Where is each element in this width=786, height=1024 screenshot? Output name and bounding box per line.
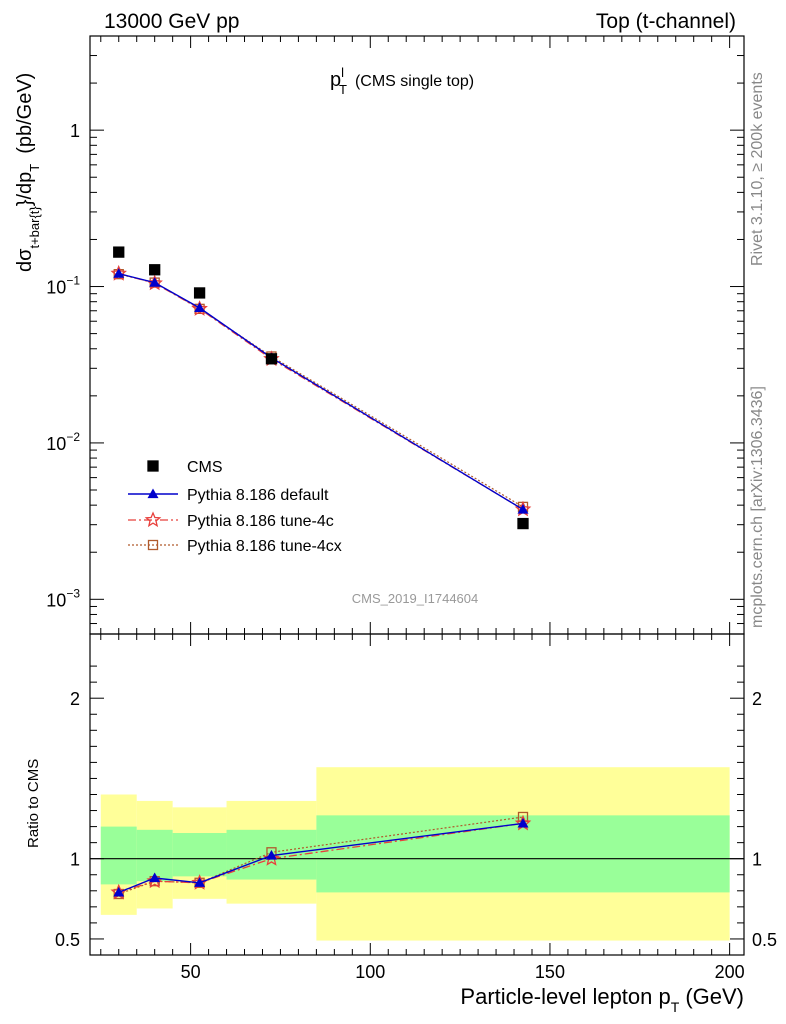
- header-left: 13000 GeV pp: [104, 10, 239, 33]
- legend-label-default: Pythia 8.186 default: [187, 487, 329, 504]
- ratio-y-tick-label-right: 1: [752, 850, 762, 870]
- main-y-tick-label: 10−1: [46, 274, 80, 298]
- ratio-band-inner: [316, 815, 730, 893]
- ratio-y-tick-label-right: 0.5: [752, 930, 777, 950]
- data-point-star: [144, 511, 162, 528]
- series-line-tune4cx: [118, 273, 524, 508]
- data-point-triangle: [149, 277, 161, 287]
- y-label-sub: t+bar{t}: [27, 206, 42, 249]
- main-title-sub: T: [339, 82, 347, 97]
- ratio-y-tick-label-right: 2: [752, 689, 762, 709]
- series-line-tune4c: [118, 272, 524, 510]
- series-line-default: [118, 272, 524, 511]
- data-point-triangle: [517, 504, 529, 514]
- main-series: [110, 246, 532, 530]
- legend: CMS Pythia 8.186 default Pythia 8.186 tune…: [128, 459, 342, 555]
- x-label-unit: (GeV): [685, 984, 744, 1009]
- main-title: pl T (CMS single top): [330, 65, 474, 97]
- data-point-square: [193, 287, 206, 299]
- mcplots-label: mcplots.cern.ch [arXiv:1306.3436]: [749, 386, 766, 628]
- x-tick-label: 200: [715, 962, 745, 982]
- axis-ticks: 50 100 150 200 1 10−1 10−2 10−3 0.5 0.5 1 1 2 2: [46, 35, 777, 982]
- data-point-star: [263, 849, 280, 866]
- data-point-square: [147, 460, 159, 472]
- header-right: Top (t-channel): [596, 10, 736, 33]
- data-point-square: [113, 246, 125, 258]
- main-y-tick-label: 10−2: [46, 430, 80, 454]
- data-point-open-square: [147, 539, 159, 551]
- main-y-tick-label: 1: [70, 121, 80, 141]
- data-point-square: [265, 353, 278, 365]
- x-tick-label: 50: [181, 962, 201, 982]
- ratio-uncertainty-bands: [100, 767, 730, 941]
- legend-label-tune4c: Pythia 8.186 tune-4c: [187, 513, 334, 530]
- y-label-unit: (pb/GeV): [14, 73, 36, 154]
- x-tick-label: 150: [535, 962, 565, 982]
- data-point-triangle: [113, 268, 125, 278]
- main-title-sup: l: [341, 65, 344, 80]
- x-tick-label: 100: [355, 962, 385, 982]
- ratio-band-inner: [172, 833, 227, 877]
- data-point-triangle: [265, 849, 277, 860]
- legend-label-tune4cx: Pythia 8.186 tune-4cx: [187, 538, 342, 555]
- y-label-mid: }/dp: [14, 172, 36, 206]
- data-point-triangle: [149, 872, 161, 883]
- x-label-sub: T: [671, 999, 680, 1015]
- main-title-rest: (CMS single top): [355, 73, 474, 90]
- ratio-y-tick-label-left: 0.5: [55, 930, 80, 950]
- ratio-series: [110, 811, 532, 900]
- x-label-main: Particle-level lepton p: [460, 984, 670, 1009]
- rivet-label: Rivet 3.1.10, ≥ 200k events: [749, 72, 766, 266]
- ratio-y-tick-label-left: 1: [70, 850, 80, 870]
- analysis-tag: CMS_2019_I1744604: [352, 591, 479, 606]
- main-y-axis-label: dσt+bar{t}}/dpT (pb/GeV): [14, 73, 42, 272]
- y-label-sub2: T: [27, 164, 42, 172]
- data-point-triangle: [194, 302, 206, 313]
- data-point-triangle: [147, 488, 159, 499]
- data-point-triangle: [517, 817, 529, 828]
- ratio-band-inner: [100, 826, 137, 885]
- main-y-tick-label: 10−3: [46, 586, 80, 610]
- data-point-triangle: [113, 886, 125, 897]
- data-point-square: [517, 517, 529, 530]
- ratio-line-tune4cx: [118, 816, 524, 895]
- ratio-y-tick-label-left: 2: [70, 689, 80, 709]
- ratio-y-axis-label: Ratio to CMS: [25, 759, 42, 848]
- x-axis-label: Particle-level lepton pT (GeV): [460, 984, 744, 1015]
- main-title-p: p: [330, 69, 341, 91]
- data-point-square: [149, 264, 161, 276]
- legend-label-cms: CMS: [187, 459, 223, 476]
- y-label-d: dσ: [14, 248, 36, 272]
- data-point-triangle: [194, 877, 206, 887]
